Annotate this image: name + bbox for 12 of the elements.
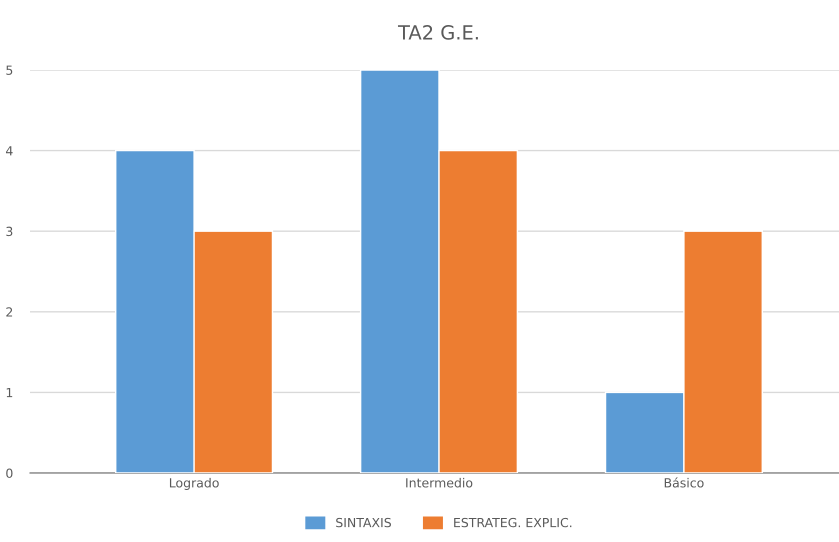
y-tick-label: 0 <box>6 468 13 478</box>
y-tick-label: 3 <box>6 226 12 236</box>
x-tick-label: Logrado <box>170 478 219 490</box>
y-tick-label: 1 <box>6 388 12 398</box>
legend-label: ESTRATEG. EXPLIC. <box>454 518 572 528</box>
legend-label: SINTAXIS <box>336 518 391 528</box>
chart-title: TA2 G.E. <box>398 25 478 40</box>
x-tick-label: Intermedio <box>406 478 472 488</box>
y-tick-label: 4 <box>6 146 13 156</box>
y-tick-label: 5 <box>6 66 12 75</box>
x-tick-label: Básico <box>664 477 704 488</box>
y-tick-label: 2 <box>6 307 12 317</box>
